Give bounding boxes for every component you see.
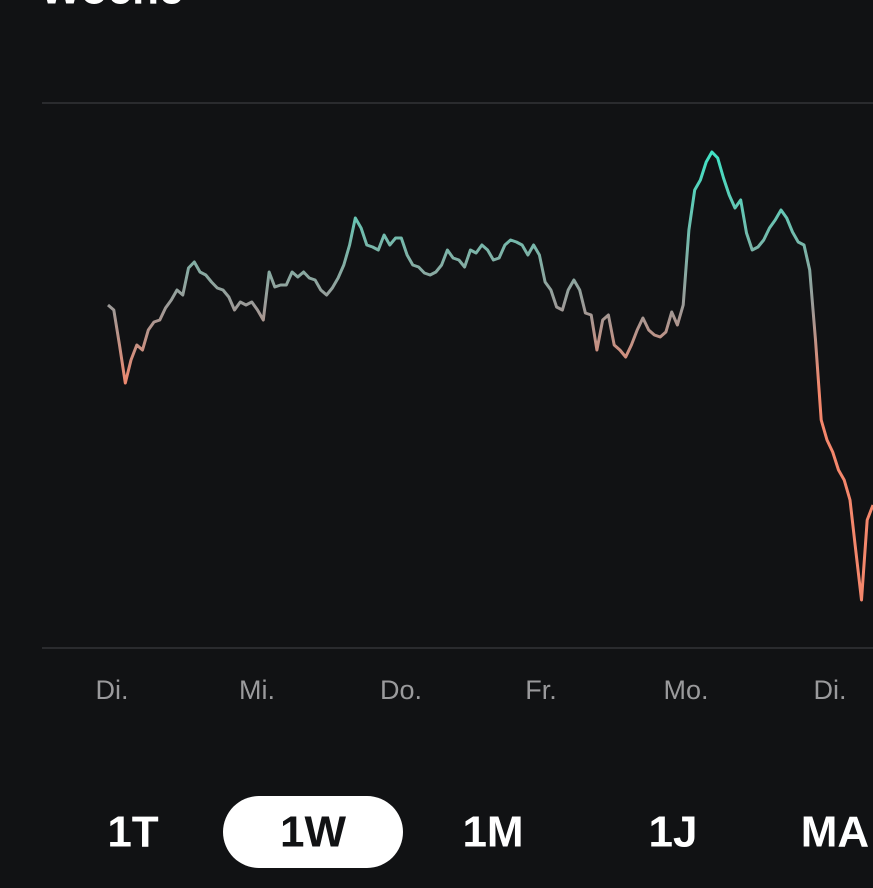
price-line — [107, 150, 873, 602]
selected-range-pill[interactable] — [223, 796, 403, 868]
range-button[interactable]: 1M — [462, 808, 523, 857]
x-tick-label: Di. — [814, 675, 847, 705]
x-tick-label: Mo. — [663, 675, 708, 705]
period-title: Woche — [40, 0, 183, 14]
x-tick-label: Di. — [96, 675, 129, 705]
x-tick-label: Do. — [380, 675, 422, 705]
range-button[interactable]: 1T — [107, 808, 158, 857]
x-tick-label: Fr. — [525, 675, 557, 705]
range-button[interactable]: MA — [801, 808, 869, 857]
range-button[interactable]: 1J — [649, 808, 698, 857]
x-tick-label: Mi. — [239, 675, 275, 705]
range-button[interactable]: 1W — [280, 808, 346, 857]
